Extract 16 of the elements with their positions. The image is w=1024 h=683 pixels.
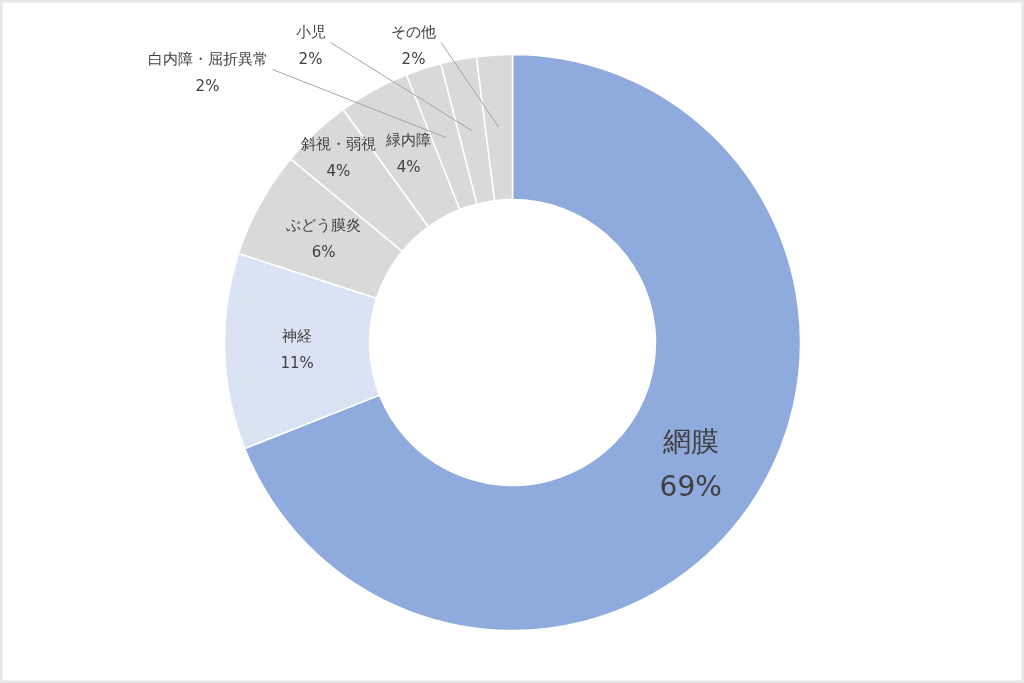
slice-label: 白内障・屈折異常 [147, 49, 268, 68]
data-label: 4% [396, 158, 421, 177]
slice-label: 網膜 [661, 424, 719, 458]
data-label: 6% [311, 243, 336, 262]
slice-label: 斜視・弱視 [300, 134, 376, 153]
data-label: 2% [401, 49, 426, 68]
data-label: 2% [298, 49, 323, 68]
data-label: 69% [659, 469, 722, 503]
data-label: 4% [326, 161, 351, 180]
slice-label: 神経 [282, 326, 313, 345]
data-label: 11% [280, 353, 314, 372]
slice-label: 小児 [295, 22, 326, 41]
slice-label: その他 [391, 22, 436, 41]
slice-label: 緑内障 [385, 131, 432, 150]
slice-label: ぶどう膜炎 [286, 216, 362, 235]
data-label: 2% [195, 76, 220, 95]
